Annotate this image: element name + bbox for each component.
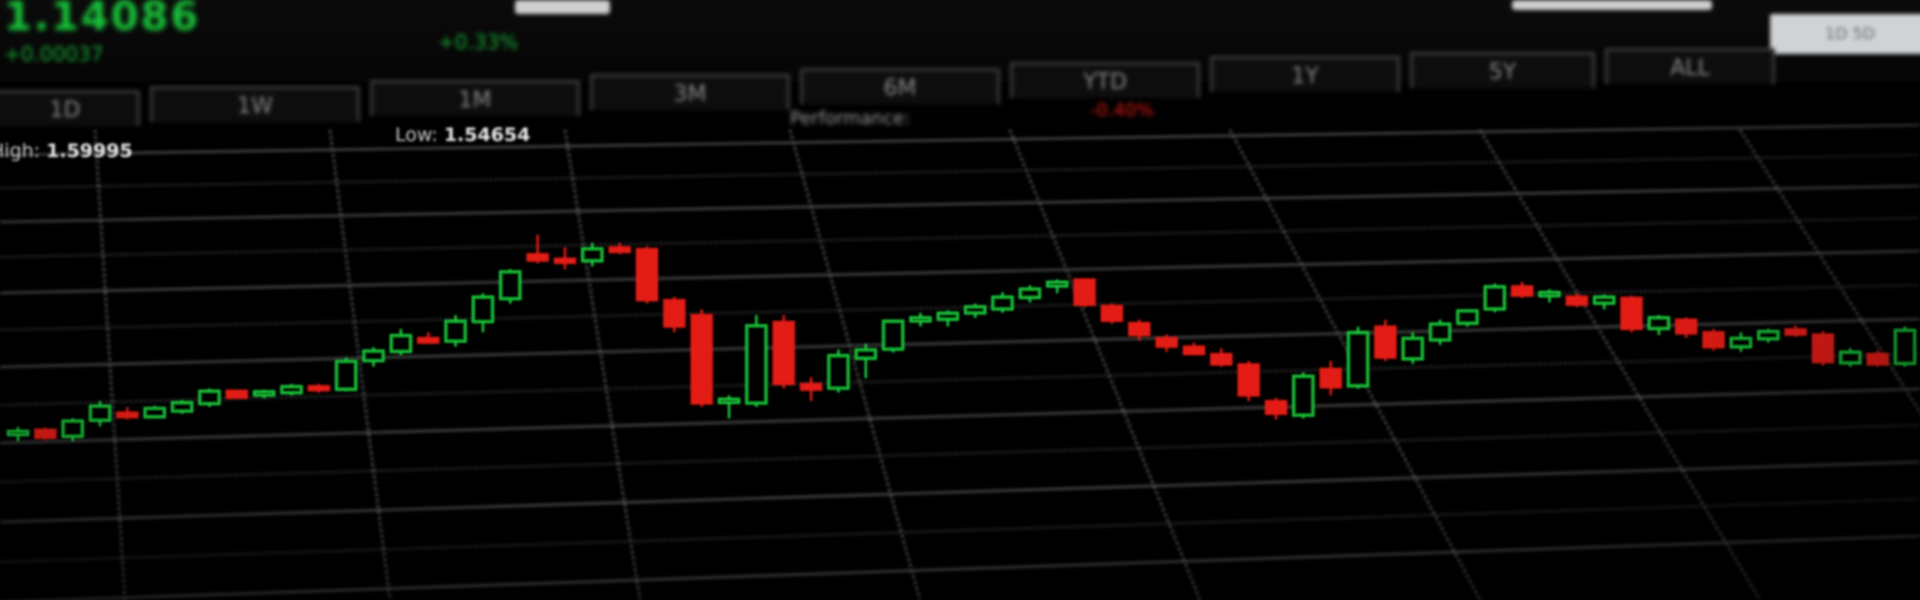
performance-label: Performance: <box>790 108 911 129</box>
last-price: 1.14086 <box>4 0 201 40</box>
high-value: 1.59995 <box>46 140 133 162</box>
tab-1m[interactable]: 1M <box>370 80 580 116</box>
header-chip <box>515 0 610 14</box>
timeframe-tabs: 1D 1W 1M 3M 6M YTD 1Y 5Y ALL <box>0 42 1920 126</box>
tab-6m[interactable]: 6M <box>800 68 1000 104</box>
tab-1y[interactable]: 1Y <box>1210 56 1400 92</box>
low-label: Low: <box>395 124 438 146</box>
high-stat: High: 1.59995 <box>0 140 133 162</box>
range-toggle-button[interactable]: 1D 5D <box>1770 14 1920 54</box>
tab-5y[interactable]: 5Y <box>1410 52 1595 88</box>
price-change: +0.00037 <box>4 42 104 66</box>
performance-value: -0.40% <box>1090 100 1154 121</box>
price-change-percent: +0.33% <box>438 30 519 54</box>
tab-3m[interactable]: 3M <box>590 74 790 110</box>
header-chip-right <box>1512 0 1712 10</box>
tab-1d[interactable]: 1D <box>0 90 140 126</box>
high-label: High: <box>0 140 41 162</box>
low-value: 1.54654 <box>443 124 531 146</box>
tab-all[interactable]: ALL <box>1605 48 1775 84</box>
tab-ytd[interactable]: YTD <box>1010 62 1200 98</box>
low-stat: Low: 1.54654 <box>395 124 530 146</box>
tab-1w[interactable]: 1W <box>150 86 360 122</box>
